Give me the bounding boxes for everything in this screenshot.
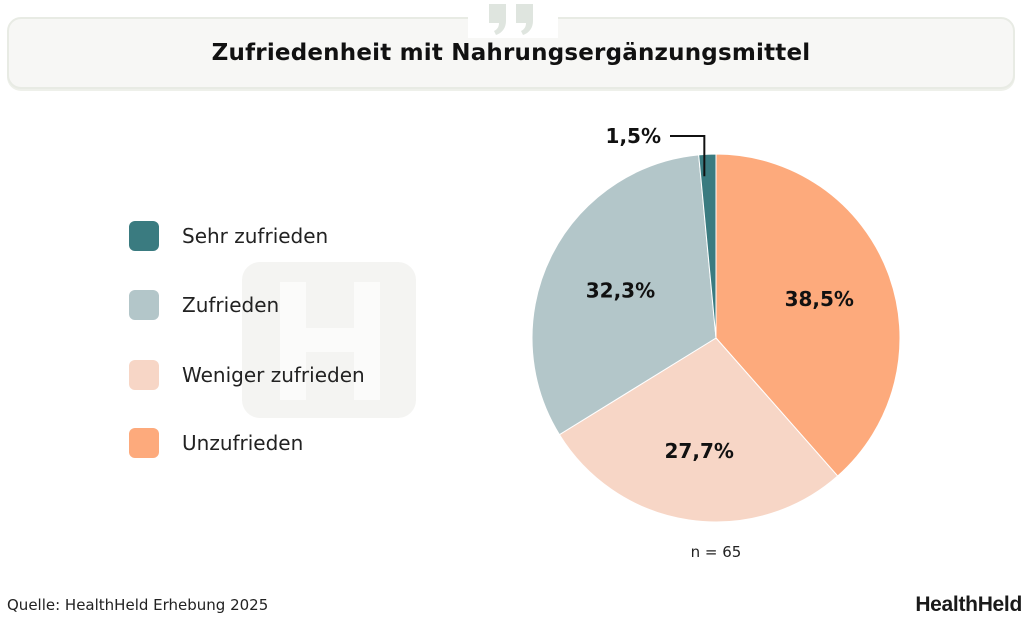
callout-line-sehr-zufrieden <box>670 135 706 177</box>
slice-label-weniger-zufrieden: 27,7% <box>665 439 734 463</box>
pie-slice-zufrieden <box>531 154 717 436</box>
legend-swatch <box>129 290 159 320</box>
legend-label: Unzufrieden <box>182 431 304 455</box>
pie-slice-weniger-zufrieden <box>558 337 839 523</box>
pie-slice-sehr-zufrieden <box>698 153 717 339</box>
slice-label-unzufrieden: 38,5% <box>785 287 854 311</box>
source-note: Quelle: HealthHeld Erhebung 2025 <box>7 596 269 614</box>
legend-swatch <box>129 360 159 390</box>
legend-label: Weniger zufrieden <box>182 363 365 387</box>
legend-item-zufrieden: Zufrieden <box>129 289 279 321</box>
pie-slice-unzufrieden <box>715 153 901 477</box>
legend-item-unzufrieden: Unzufrieden <box>129 427 303 459</box>
slice-label-zufrieden: 32,3% <box>586 278 655 302</box>
slice-label-sehr-zufrieden: 1,5% <box>606 124 661 148</box>
legend-item-sehr-zufrieden: Sehr zufrieden <box>129 220 328 252</box>
chart-title: Zufriedenheit mit Nahrungsergänzungsmitt… <box>211 40 811 66</box>
legend-label: Sehr zufrieden <box>182 224 329 248</box>
legend-swatch <box>129 428 159 458</box>
legend-swatch <box>129 221 159 251</box>
sample-size-note: n = 65 <box>690 543 742 561</box>
watermark-logo <box>242 262 416 418</box>
legend-label: Zufrieden <box>182 293 280 317</box>
quote-icon <box>468 0 558 38</box>
brand-logo: HealthHeld <box>915 593 1022 616</box>
legend-item-weniger-zufrieden: Weniger zufrieden <box>129 359 365 391</box>
